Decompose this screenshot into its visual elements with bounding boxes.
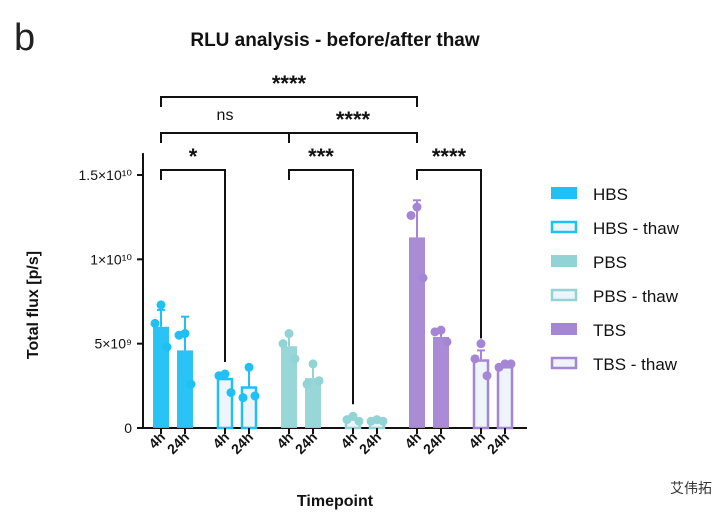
y-tick-label: 5×10⁹ <box>94 336 132 352</box>
bar <box>281 346 297 428</box>
data-point <box>476 339 486 349</box>
bar <box>433 336 449 428</box>
bar <box>409 237 425 428</box>
y-tick-label: 1.5×10¹⁰ <box>79 167 133 183</box>
legend-label: TBS <box>593 321 626 340</box>
data-point <box>186 379 196 389</box>
data-point <box>354 416 364 426</box>
data-point <box>470 354 480 364</box>
significance-label: **** <box>432 144 467 169</box>
legend-label: HBS <box>593 185 628 204</box>
x-tick-label: 24h <box>228 429 256 457</box>
bar <box>305 378 321 428</box>
data-point <box>406 210 416 220</box>
x-tick-label: 24h <box>356 429 384 457</box>
x-tick-label: 24h <box>292 429 320 457</box>
legend-label: PBS <box>593 253 627 272</box>
x-tick-label: 4h <box>465 429 488 452</box>
bar <box>177 350 193 428</box>
significance-bracket <box>416 169 482 339</box>
data-point <box>162 342 172 352</box>
data-point <box>314 376 324 386</box>
legend-swatch <box>551 255 577 267</box>
legend-swatch <box>551 187 577 199</box>
data-point <box>308 359 318 369</box>
data-point <box>506 359 516 369</box>
x-tick-label: 4h <box>337 429 360 452</box>
data-point <box>226 388 236 398</box>
bar <box>153 326 169 428</box>
significance-bracket <box>288 132 418 143</box>
panel-label: b <box>14 17 35 59</box>
data-point <box>366 416 376 426</box>
data-point <box>284 329 294 339</box>
bar <box>216 377 234 430</box>
legend-label: TBS - thaw <box>593 355 678 374</box>
significance-bracket <box>160 169 226 363</box>
data-point <box>418 273 428 283</box>
significance-bracket <box>160 96 418 107</box>
data-point <box>238 393 248 403</box>
bar <box>496 366 514 430</box>
y-tick-label: 1×10¹⁰ <box>90 251 132 267</box>
bar <box>472 359 490 430</box>
data-point <box>278 339 288 349</box>
data-point <box>494 362 504 372</box>
x-tick-label: 4h <box>273 429 296 452</box>
significance-label: *** <box>308 144 334 169</box>
data-point <box>442 337 452 347</box>
significance-bracket <box>160 132 290 143</box>
data-point <box>174 330 184 340</box>
watermark: 艾伟拓 <box>670 480 712 496</box>
data-point <box>302 379 312 389</box>
data-point <box>342 415 352 425</box>
x-tick-label: 4h <box>401 429 424 452</box>
x-tick-label: 24h <box>164 429 192 457</box>
x-tick-label: 4h <box>209 429 232 452</box>
legend-label: PBS - thaw <box>593 287 679 306</box>
data-point <box>430 327 440 337</box>
data-point <box>482 371 492 381</box>
significance-label: * <box>189 144 198 169</box>
legend-swatch <box>550 356 578 370</box>
legend-swatch <box>550 220 578 234</box>
x-tick-label: 24h <box>484 429 512 457</box>
legend-swatch <box>551 323 577 335</box>
significance-label: **** <box>336 107 371 132</box>
x-axis-label: Timepoint <box>297 493 374 510</box>
y-tick-label: 0 <box>124 420 132 436</box>
y-axis-label: Total flux [p/s] <box>25 251 42 359</box>
data-point <box>412 202 422 212</box>
data-point <box>150 318 160 328</box>
data-point <box>244 362 254 372</box>
significance-label: ns <box>217 107 234 124</box>
data-point <box>378 416 388 426</box>
significance-label: **** <box>272 71 307 96</box>
x-tick-label: 24h <box>420 429 448 457</box>
x-tick-label: 4h <box>145 429 168 452</box>
chart-title: RLU analysis - before/after thaw <box>190 30 480 51</box>
legend-swatch <box>550 288 578 302</box>
significance-bracket <box>288 169 354 405</box>
legend-label: HBS - thaw <box>593 219 680 238</box>
data-point <box>156 300 166 310</box>
data-point <box>214 371 224 381</box>
data-point <box>290 354 300 364</box>
data-point <box>250 391 260 401</box>
